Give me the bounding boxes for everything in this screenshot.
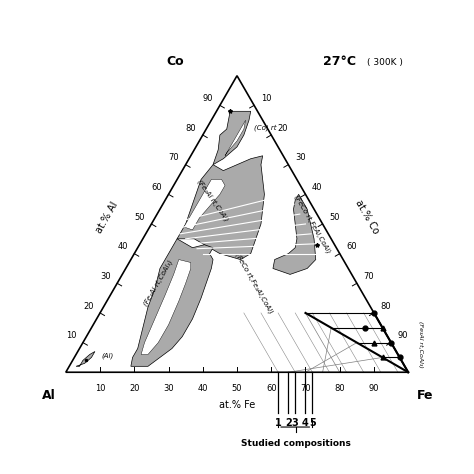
Text: 80: 80 [335,384,345,393]
Text: 1: 1 [275,419,282,428]
Polygon shape [141,260,191,355]
Text: 40: 40 [198,384,208,393]
Text: 20: 20 [278,124,288,133]
Text: 20: 20 [129,384,139,393]
Text: 3: 3 [292,419,299,428]
Text: 27°C: 27°C [323,55,356,68]
Polygon shape [225,120,246,156]
Polygon shape [213,111,251,164]
Text: 10: 10 [66,331,76,340]
Text: 10: 10 [95,384,105,393]
Text: 50: 50 [329,213,340,222]
Text: 30: 30 [295,153,306,162]
Text: at.% Al: at.% Al [94,200,120,235]
Text: Studied compositions: Studied compositions [241,439,351,448]
Text: 60: 60 [266,384,276,393]
Text: 5: 5 [309,419,316,428]
Text: Co: Co [166,55,184,68]
Text: 80: 80 [381,301,391,310]
Text: 40: 40 [117,242,128,251]
Text: Al: Al [42,389,55,402]
Text: 70: 70 [168,153,179,162]
Text: 10: 10 [261,94,271,103]
Text: (FeCo rt,FeAl,CoAl): (FeCo rt,FeAl,CoAl) [293,194,332,254]
Text: 70: 70 [300,384,311,393]
Text: ( 300K ): ( 300K ) [367,58,403,67]
Text: 80: 80 [186,124,196,133]
Text: 50: 50 [134,213,145,222]
Text: 60: 60 [346,242,357,251]
Text: 50: 50 [232,384,242,393]
Polygon shape [184,180,225,230]
Text: Fe: Fe [417,389,434,402]
Text: 60: 60 [151,183,162,192]
Text: 40: 40 [312,183,323,192]
Text: (Fe₃Al rt,CoAl₃): (Fe₃Al rt,CoAl₃) [142,259,174,308]
Text: 2: 2 [285,419,292,428]
Text: (Fe₂Al rt,CoAl): (Fe₂Al rt,CoAl) [196,178,230,222]
Polygon shape [177,156,264,260]
Text: 20: 20 [83,301,93,310]
Text: (Co) rt: (Co) rt [254,124,277,131]
Text: 30: 30 [100,272,110,281]
Text: 90: 90 [203,94,213,103]
Text: 30: 30 [163,384,174,393]
Text: at.% Fe: at.% Fe [219,400,255,410]
Text: 70: 70 [364,272,374,281]
Text: 90: 90 [398,331,408,340]
Polygon shape [273,194,316,274]
Text: 90: 90 [369,384,379,393]
Text: (Fe₃Al rt,CoAl₃): (Fe₃Al rt,CoAl₃) [419,321,423,368]
Polygon shape [131,239,213,366]
Text: (FeCo rt,Fe₂Al,CoAl): (FeCo rt,Fe₂Al,CoAl) [234,252,274,315]
Text: at.% Co: at.% Co [353,198,381,236]
Text: (Al): (Al) [102,353,114,359]
Polygon shape [76,352,95,366]
Text: 4: 4 [302,419,309,428]
